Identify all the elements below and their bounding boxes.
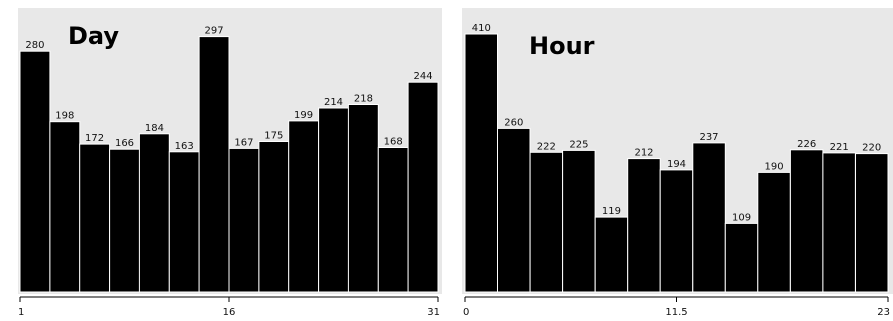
hour-bar-value-label: 222 — [537, 141, 556, 152]
hour-bar-value-label: 220 — [862, 143, 881, 154]
day-bar — [228, 147, 260, 293]
day-bar — [288, 120, 320, 293]
day-bar — [109, 148, 140, 293]
hour-bar — [562, 149, 596, 293]
day-bar-value-label: 168 — [384, 137, 403, 148]
day-x-tick-label: 1 — [18, 307, 24, 318]
hour-bar — [497, 127, 531, 293]
hour-x-tick-label: 23 — [877, 307, 890, 318]
day-bar-value-label: 172 — [85, 133, 104, 144]
hour-bar — [692, 142, 726, 293]
hour-bar-value-label: 410 — [472, 23, 491, 34]
day-x-tick-label: 31 — [427, 307, 440, 318]
day-x-tick-label: 16 — [223, 307, 236, 318]
day-bar-value-label: 198 — [55, 111, 74, 122]
day-bar-value-label: 297 — [205, 26, 224, 37]
hour-x-tick-label: 0 — [463, 307, 469, 318]
hour-bar-value-label: 221 — [830, 142, 849, 153]
hour-x-ticks: 0 11.5 23 — [463, 297, 890, 318]
hour-bar-value-label: 119 — [602, 206, 621, 217]
hour-bar — [529, 151, 564, 293]
day-bar — [407, 81, 439, 293]
hour-bar-value-label: 212 — [634, 148, 653, 159]
hour-bar — [822, 152, 856, 293]
day-bar — [347, 104, 379, 293]
day-histogram-panel: Day 280 198 172 166 184 163 297 167 175 199 214 218… — [18, 8, 442, 318]
day-bar-value-label: 280 — [25, 40, 44, 51]
day-bar — [49, 121, 81, 293]
hour-bars: 410 260 222 225 119 212 194 237 109 190 226 221 220 — [464, 23, 889, 293]
day-bar — [258, 141, 290, 293]
day-x-ticks: 1 16 31 — [18, 297, 440, 318]
day-bars: 280 198 172 166 184 163 297 167 175 199 214 218 168 2… — [19, 26, 439, 293]
day-bar-value-label: 184 — [145, 123, 164, 134]
hour-histogram-panel: Hour 410 260 222 225 119 212 194 237 109 190 226 22… — [462, 8, 893, 318]
hour-bar-value-label: 109 — [732, 212, 751, 223]
day-bar-value-label: 244 — [414, 71, 433, 82]
day-bar — [19, 50, 51, 293]
day-bar-value-label: 214 — [324, 97, 343, 108]
hour-bar-value-label: 260 — [504, 117, 523, 128]
hour-bar — [659, 169, 694, 293]
day-bar-value-label: 166 — [115, 138, 134, 149]
hour-bar — [789, 149, 824, 293]
day-bar — [79, 143, 111, 293]
day-bar-value-label: 199 — [294, 110, 313, 121]
day-bar — [377, 147, 409, 293]
hour-bar — [724, 222, 759, 293]
hour-bar-value-label: 194 — [667, 159, 686, 170]
hour-bar — [627, 158, 661, 293]
hour-bar — [757, 171, 791, 293]
hour-bar — [594, 216, 629, 293]
day-bar-value-label: 218 — [354, 94, 373, 105]
day-bar — [198, 36, 230, 293]
hour-bar — [855, 153, 889, 293]
hour-chart-title: Hour — [529, 32, 595, 60]
day-bar-value-label: 175 — [264, 131, 283, 142]
hour-bar-value-label: 190 — [765, 161, 784, 172]
day-chart-title: Day — [68, 22, 119, 50]
hour-bar-value-label: 237 — [699, 132, 718, 143]
day-bar — [168, 151, 200, 293]
hour-bar-value-label: 226 — [797, 139, 816, 150]
day-bar — [318, 107, 350, 293]
hour-bar — [464, 33, 498, 293]
hour-x-tick-label: 11.5 — [665, 307, 687, 318]
hour-bar-value-label: 225 — [569, 139, 588, 150]
day-bar-value-label: 167 — [234, 137, 253, 148]
day-bar — [138, 133, 170, 293]
day-bar-value-label: 163 — [175, 141, 194, 152]
